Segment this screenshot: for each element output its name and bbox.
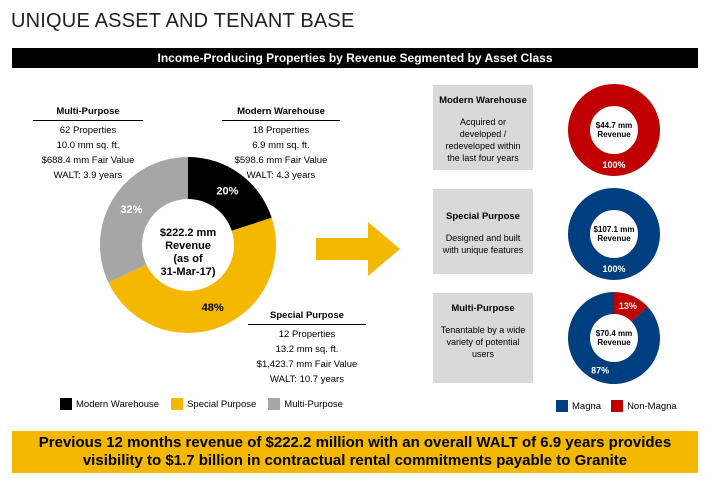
section-banner: Income-Producing Properties by Revenue S…	[12, 48, 698, 68]
asset-box-description: Tenantable by a wide variety of potentia…	[440, 325, 526, 359]
footer-line-2: visibility to $1.7 billion in contractua…	[82, 452, 628, 469]
modern-warehouse-info: Modern Warehouse 18 Properties 6.9 mm sq…	[222, 104, 340, 183]
legend-label: Multi-Purpose	[284, 398, 343, 410]
asset-box-special-purpose: Special Purpose Designed and built with …	[433, 189, 533, 274]
asset-box-description: Designed and built with unique features	[442, 233, 524, 255]
legend-swatch	[60, 398, 72, 410]
legend-swatch	[268, 398, 281, 410]
modern-warehouse-area: 6.9 mm sq. ft.	[252, 140, 310, 151]
right-arrow-icon	[316, 222, 400, 276]
legend-swatch	[611, 400, 624, 412]
asset-box-modern-warehouse: Modern Warehouse Acquired or developed /…	[433, 85, 533, 170]
main-revenue-donut: 20% 48% 32% $222.2 mm Revenue (as of 31-Ma…	[99, 157, 277, 333]
slice-non-magna	[614, 292, 648, 322]
legend-label: Magna	[572, 400, 602, 412]
modern-warehouse-fair-value: $598.6 mm Fair Value	[234, 155, 328, 166]
special-purpose-fair-value: $1,423.7 mm Fair Value	[256, 359, 358, 370]
special-purpose-properties: 12 Properties	[278, 329, 336, 340]
legend-label: Special Purpose	[187, 398, 257, 410]
donut-center-line1: $70.4 mm	[596, 329, 632, 338]
slice-magna	[568, 188, 660, 280]
modern-warehouse-properties: 18 Properties	[252, 125, 310, 136]
slice-magna	[568, 292, 660, 384]
modern-warehouse-donut: 100% $44.7 mm Revenue	[568, 84, 660, 176]
legend-modern-warehouse: Modern Warehouse	[60, 398, 159, 410]
legend-multi-purpose: Multi-Purpose	[268, 398, 343, 410]
legend-non-magna: Non-Magna	[611, 400, 677, 412]
multi-purpose-donut: 87% 13% $70.4 mm Revenue	[568, 292, 660, 384]
page-title: UNIQUE ASSET AND TENANT BASE	[11, 10, 355, 32]
slice-label-magna: 100%	[602, 264, 625, 274]
legend-label: Non-Magna	[627, 400, 677, 412]
special-purpose-area: 13.2 mm sq. ft.	[275, 344, 339, 355]
slice-label-modern-warehouse: 20%	[216, 186, 238, 198]
multi-purpose-properties: 62 Properties	[59, 125, 117, 136]
modern-warehouse-walt: WALT: 4.3 years	[246, 170, 316, 181]
main-donut-center-line3: (as of	[173, 253, 203, 265]
slice-modern-warehouse	[188, 157, 272, 231]
asset-box-title: Special Purpose	[446, 211, 520, 222]
slice-label-special-purpose: 48%	[202, 302, 224, 314]
donut-center-line1: $107.1 mm	[594, 225, 635, 234]
donut-center-line2: Revenue	[597, 130, 631, 139]
slice-label-magna: 87%	[591, 365, 609, 375]
legend-special-purpose: Special Purpose	[171, 398, 256, 410]
slice-non-magna	[568, 84, 660, 176]
slice-special-purpose	[108, 217, 277, 333]
multi-purpose-walt: WALT: 3.9 years	[53, 170, 123, 181]
multi-purpose-info: Multi-Purpose 62 Properties 10.0 mm sq. …	[33, 104, 143, 183]
asset-box-description: Acquired or developed / redeveloped with…	[445, 117, 521, 163]
slice-label-multi-purpose: 32%	[120, 204, 142, 216]
summary-footer: Previous 12 months revenue of $222.2 mil…	[12, 431, 698, 473]
footer-line-1: Previous 12 months revenue of $222.2 mil…	[38, 434, 672, 451]
special-purpose-donut: 100% $107.1 mm Revenue	[568, 188, 660, 280]
legend-label: Modern Warehouse	[76, 398, 160, 410]
slice-label-non-magna: 100%	[602, 160, 625, 170]
multi-purpose-fair-value: $688.4 mm Fair Value	[41, 155, 135, 166]
donut-center-line2: Revenue	[597, 234, 631, 243]
multi-purpose-heading: Multi-Purpose	[33, 104, 143, 121]
slice-label-non-magna: 13%	[619, 301, 637, 311]
main-legend: Modern Warehouse Special Purpose Multi-P…	[60, 398, 343, 410]
tenant-legend: Magna Non-Magna	[556, 400, 677, 412]
multi-purpose-area: 10.0 mm sq. ft.	[56, 140, 120, 151]
legend-swatch	[171, 398, 184, 410]
asset-box-title: Modern Warehouse	[439, 95, 527, 106]
main-donut-center-line4: 31-Mar-17)	[160, 266, 215, 278]
asset-box-title: Multi-Purpose	[451, 303, 515, 314]
donut-center-line1: $44.7 mm	[596, 121, 632, 130]
legend-magna: Magna	[556, 400, 601, 412]
modern-warehouse-heading: Modern Warehouse	[222, 104, 340, 121]
special-purpose-info: Special Purpose 12 Properties 13.2 mm sq…	[248, 308, 366, 387]
donut-center-line2: Revenue	[597, 338, 631, 347]
asset-box-multi-purpose: Multi-Purpose Tenantable by a wide varie…	[433, 293, 533, 383]
special-purpose-heading: Special Purpose	[248, 308, 366, 325]
main-donut-center-line2: Revenue	[165, 240, 211, 252]
slice-multi-purpose	[99, 157, 188, 283]
special-purpose-walt: WALT: 10.7 years	[270, 374, 344, 385]
main-donut-center-line1: $222.2 mm	[160, 227, 216, 239]
legend-swatch	[556, 400, 568, 412]
